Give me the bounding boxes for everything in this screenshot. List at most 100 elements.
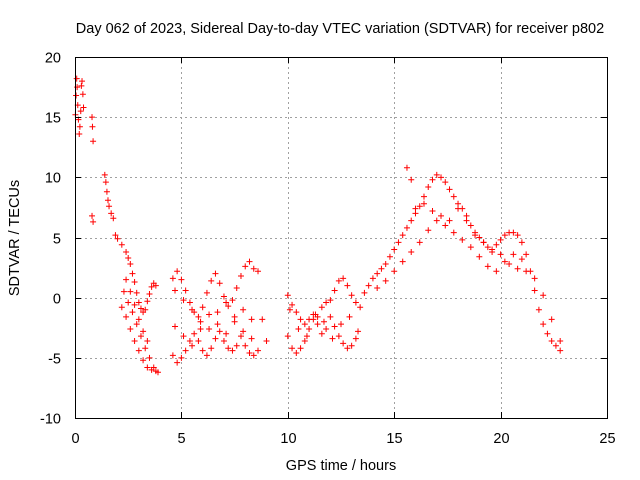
data-point: [329, 335, 336, 342]
data-point: [506, 260, 513, 267]
data-point: [125, 254, 132, 261]
data-point: [312, 311, 319, 318]
data-point: [442, 222, 449, 229]
data-point: [318, 304, 325, 311]
data-point: [501, 232, 508, 239]
data-point: [76, 123, 83, 130]
data-point: [523, 251, 530, 258]
data-point: [455, 205, 462, 212]
data-point: [214, 309, 221, 316]
data-point: [129, 270, 136, 277]
data-point: [233, 342, 240, 349]
data-point: [246, 350, 253, 357]
data-point: [123, 248, 130, 255]
data-point: [318, 330, 325, 337]
series-drop-to-hour4: [89, 171, 159, 316]
data-point: [180, 333, 187, 340]
data-point: [348, 342, 355, 349]
data-point: [314, 321, 321, 328]
data-point: [180, 297, 187, 304]
data-point: [303, 333, 310, 340]
data-point: [90, 138, 97, 145]
data-point: [493, 241, 500, 248]
data-point: [225, 303, 232, 310]
data-point: [540, 292, 547, 299]
data-point: [348, 292, 355, 299]
data-point: [425, 183, 432, 190]
data-point: [531, 287, 538, 294]
data-point: [293, 309, 300, 316]
data-point: [338, 321, 344, 328]
x-tick-label: 0: [71, 431, 79, 447]
data-point: [169, 275, 176, 282]
data-point: [295, 325, 302, 332]
data-point: [548, 316, 555, 323]
data-point: [206, 311, 213, 318]
data-point: [335, 277, 342, 284]
data-point: [214, 321, 221, 328]
data-point: [178, 276, 185, 283]
data-point: [484, 263, 491, 270]
data-point: [476, 253, 483, 260]
data-point: [189, 306, 196, 313]
data-point: [301, 337, 308, 344]
data-point: [374, 285, 381, 292]
data-point: [289, 301, 296, 308]
data-point: [331, 323, 338, 330]
data-point: [131, 301, 138, 308]
y-tick-label: 10: [45, 171, 61, 187]
data-point: [123, 313, 130, 320]
data-point: [438, 174, 445, 181]
data-point: [110, 215, 117, 222]
data-point: [114, 235, 121, 242]
data-point: [144, 337, 151, 344]
y-axis-label: SDTVAR / TECUs: [7, 180, 23, 296]
data-point: [391, 268, 398, 275]
data-point: [425, 227, 432, 234]
data-point: [344, 345, 351, 352]
data-point: [310, 316, 317, 323]
data-point: [438, 212, 445, 219]
grid-lines: [75, 57, 607, 418]
data-point: [327, 297, 334, 304]
data-point: [442, 179, 449, 186]
data-point: [123, 276, 130, 283]
y-tick-label: -5: [48, 352, 61, 368]
data-point: [240, 306, 247, 313]
data-point: [535, 306, 542, 313]
data-point: [208, 277, 215, 284]
data-point: [120, 288, 127, 295]
data-point: [552, 342, 559, 349]
data-point: [557, 347, 564, 354]
data-point: [223, 330, 230, 337]
data-point: [293, 350, 300, 357]
data-point: [408, 248, 415, 255]
data-point: [199, 347, 206, 354]
data-point: [284, 333, 291, 340]
data-point: [352, 299, 359, 306]
data-point: [412, 205, 419, 212]
data-point: [284, 292, 291, 299]
data-point: [446, 217, 453, 224]
data-point: [203, 289, 210, 296]
data-point: [544, 330, 551, 337]
data-point: [416, 239, 423, 246]
data-point: [323, 325, 330, 332]
data-point: [510, 251, 517, 258]
y-tick-label: 20: [45, 51, 61, 67]
data-point: [493, 268, 500, 275]
data-point: [148, 283, 155, 290]
data-point: [129, 309, 136, 316]
data-point: [255, 268, 262, 275]
data-point: [450, 193, 457, 200]
data-point: [178, 354, 185, 361]
data-point: [133, 289, 140, 296]
data-point: [408, 176, 415, 183]
data-point: [518, 239, 525, 246]
data-point: [220, 337, 227, 344]
data-point: [197, 325, 204, 332]
data-point: [429, 208, 436, 215]
data-point: [208, 345, 215, 352]
data-point: [135, 347, 142, 354]
x-axis-label: GPS time / hours: [286, 458, 396, 474]
